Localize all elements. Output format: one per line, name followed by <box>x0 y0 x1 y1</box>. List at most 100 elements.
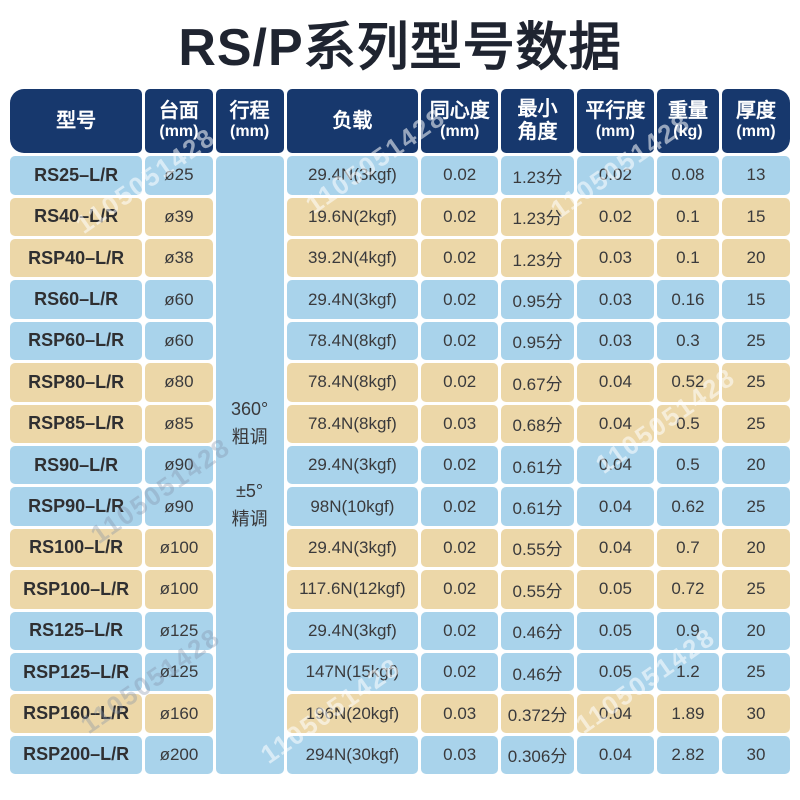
col-header-min-angle-unit: 角度 <box>517 121 558 144</box>
table-body: 360° 粗调 ±5° 精调 RS25–L/R ø25 29.4N(3kgf) 0.0… <box>10 156 790 775</box>
col-header-parallelism-label: 平行度 <box>585 100 646 123</box>
cell-thickness: 25 <box>721 487 790 526</box>
cell-weight: 0.1 <box>656 238 719 278</box>
cell-load: 78.4N(8kgf) <box>286 321 419 361</box>
cell-surface: ø25 <box>145 156 213 195</box>
cell-surface: ø39 <box>145 197 213 236</box>
cell-load: 29.4N(3kgf) <box>286 445 419 485</box>
stroke-line-4: 精调 <box>231 509 268 530</box>
cell-thickness: 25 <box>721 321 790 361</box>
cell-surface: ø85 <box>145 404 213 443</box>
col-header-load: 负载 <box>286 89 419 154</box>
cell-min-angle: 1.23分 <box>501 156 574 195</box>
cell-min-angle: 0.68分 <box>501 404 574 443</box>
cell-concentricity: 0.02 <box>421 156 499 195</box>
cell-concentricity: 0.02 <box>421 280 499 319</box>
cell-parallelism: 0.03 <box>576 321 654 361</box>
cell-load: 39.2N(4kgf) <box>286 238 419 278</box>
cell-load: 117.6N(12kgf) <box>286 570 419 609</box>
cell-min-angle: 1.23分 <box>501 197 574 236</box>
cell-concentricity: 0.02 <box>421 238 499 278</box>
cell-weight: 0.72 <box>656 570 719 609</box>
cell-min-angle: 0.95分 <box>501 280 574 319</box>
page-title: RS/P系列型号数据 <box>178 19 622 77</box>
cell-load: 147N(15kgf) <box>286 652 419 692</box>
cell-surface: ø100 <box>145 570 213 609</box>
table-header: 型号 台面 (mm) 行程 (mm) 负载 同心度 (mm) 最小 角度 <box>10 89 790 154</box>
cell-concentricity: 0.03 <box>421 735 499 775</box>
col-header-model: 型号 <box>10 89 143 154</box>
cell-surface: ø160 <box>145 694 213 733</box>
cell-thickness: 30 <box>721 694 790 733</box>
cell-min-angle: 0.95分 <box>501 321 574 361</box>
cell-weight: 1.2 <box>656 652 719 692</box>
col-header-weight: 重量 (kg) <box>656 89 719 154</box>
stroke-line-1: 360° <box>230 399 269 420</box>
cell-parallelism: 0.04 <box>576 363 654 402</box>
cell-concentricity: 0.02 <box>421 652 499 692</box>
cell-thickness: 20 <box>721 445 790 485</box>
cell-min-angle: 0.61分 <box>501 445 574 485</box>
cell-concentricity: 0.02 <box>421 445 499 485</box>
cell-surface: ø200 <box>145 735 213 775</box>
cell-weight: 0.08 <box>656 156 719 195</box>
col-header-concentricity-unit: (mm) <box>440 123 480 141</box>
cell-surface: ø38 <box>145 238 213 278</box>
cell-load: 196N(20kgf) <box>286 694 419 733</box>
cell-model: RSP160–L/R <box>10 694 143 733</box>
cell-thickness: 25 <box>721 570 790 609</box>
col-header-concentricity: 同心度 (mm) <box>421 89 499 154</box>
col-header-surface: 台面 (mm) <box>145 89 213 154</box>
cell-model: RS90–L/R <box>10 445 143 485</box>
cell-parallelism: 0.04 <box>576 735 654 775</box>
cell-parallelism: 0.04 <box>576 528 654 568</box>
cell-model: RSP40–L/R <box>10 238 143 278</box>
cell-surface: ø80 <box>145 363 213 402</box>
cell-min-angle: 0.67分 <box>501 363 574 402</box>
cell-parallelism: 0.03 <box>576 238 654 278</box>
col-header-parallelism-unit: (mm) <box>595 123 635 141</box>
col-header-thickness-unit: (mm) <box>736 123 776 141</box>
cell-model: RSP125–L/R <box>10 652 143 692</box>
cell-weight: 2.82 <box>656 735 719 775</box>
cell-parallelism: 0.04 <box>576 487 654 526</box>
cell-concentricity: 0.03 <box>421 694 499 733</box>
cell-thickness: 20 <box>721 528 790 568</box>
cell-parallelism: 0.02 <box>576 156 654 195</box>
cell-thickness: 15 <box>721 197 790 236</box>
cell-load: 19.6N(2kgf) <box>286 197 419 236</box>
cell-surface: ø125 <box>145 652 213 692</box>
cell-model: RS40–L/R <box>10 197 143 236</box>
cell-weight: 0.3 <box>656 321 719 361</box>
cell-weight: 0.16 <box>656 280 719 319</box>
cell-parallelism: 0.02 <box>576 197 654 236</box>
cell-model: RSP80–L/R <box>10 363 143 402</box>
col-header-stroke-unit: (mm) <box>230 123 270 141</box>
cell-model: RS125–L/R <box>10 611 143 650</box>
col-header-surface-unit: (mm) <box>159 123 199 141</box>
col-header-concentricity-label: 同心度 <box>429 100 490 123</box>
cell-surface: ø90 <box>145 445 213 485</box>
cell-parallelism: 0.04 <box>576 404 654 443</box>
cell-parallelism: 0.04 <box>576 445 654 485</box>
cell-min-angle: 0.46分 <box>501 652 574 692</box>
cell-load: 29.4N(3kgf) <box>286 156 419 195</box>
col-header-weight-unit: (kg) <box>673 123 703 141</box>
cell-weight: 0.62 <box>656 487 719 526</box>
cell-surface: ø60 <box>145 280 213 319</box>
cell-load: 294N(30kgf) <box>286 735 419 775</box>
cell-load: 29.4N(3kgf) <box>286 611 419 650</box>
cell-thickness: 30 <box>721 735 790 775</box>
cell-model: RSP90–L/R <box>10 487 143 526</box>
cell-load: 29.4N(3kgf) <box>286 280 419 319</box>
cell-surface: ø100 <box>145 528 213 568</box>
cell-concentricity: 0.02 <box>421 321 499 361</box>
stroke-line-3: ±5° <box>236 481 264 502</box>
cell-thickness: 25 <box>721 404 790 443</box>
cell-surface: ø125 <box>145 611 213 650</box>
cell-thickness: 25 <box>721 363 790 402</box>
col-header-surface-label: 台面 <box>158 100 199 123</box>
cell-thickness: 25 <box>721 652 790 692</box>
cell-concentricity: 0.02 <box>421 611 499 650</box>
col-header-parallelism: 平行度 (mm) <box>576 89 654 154</box>
